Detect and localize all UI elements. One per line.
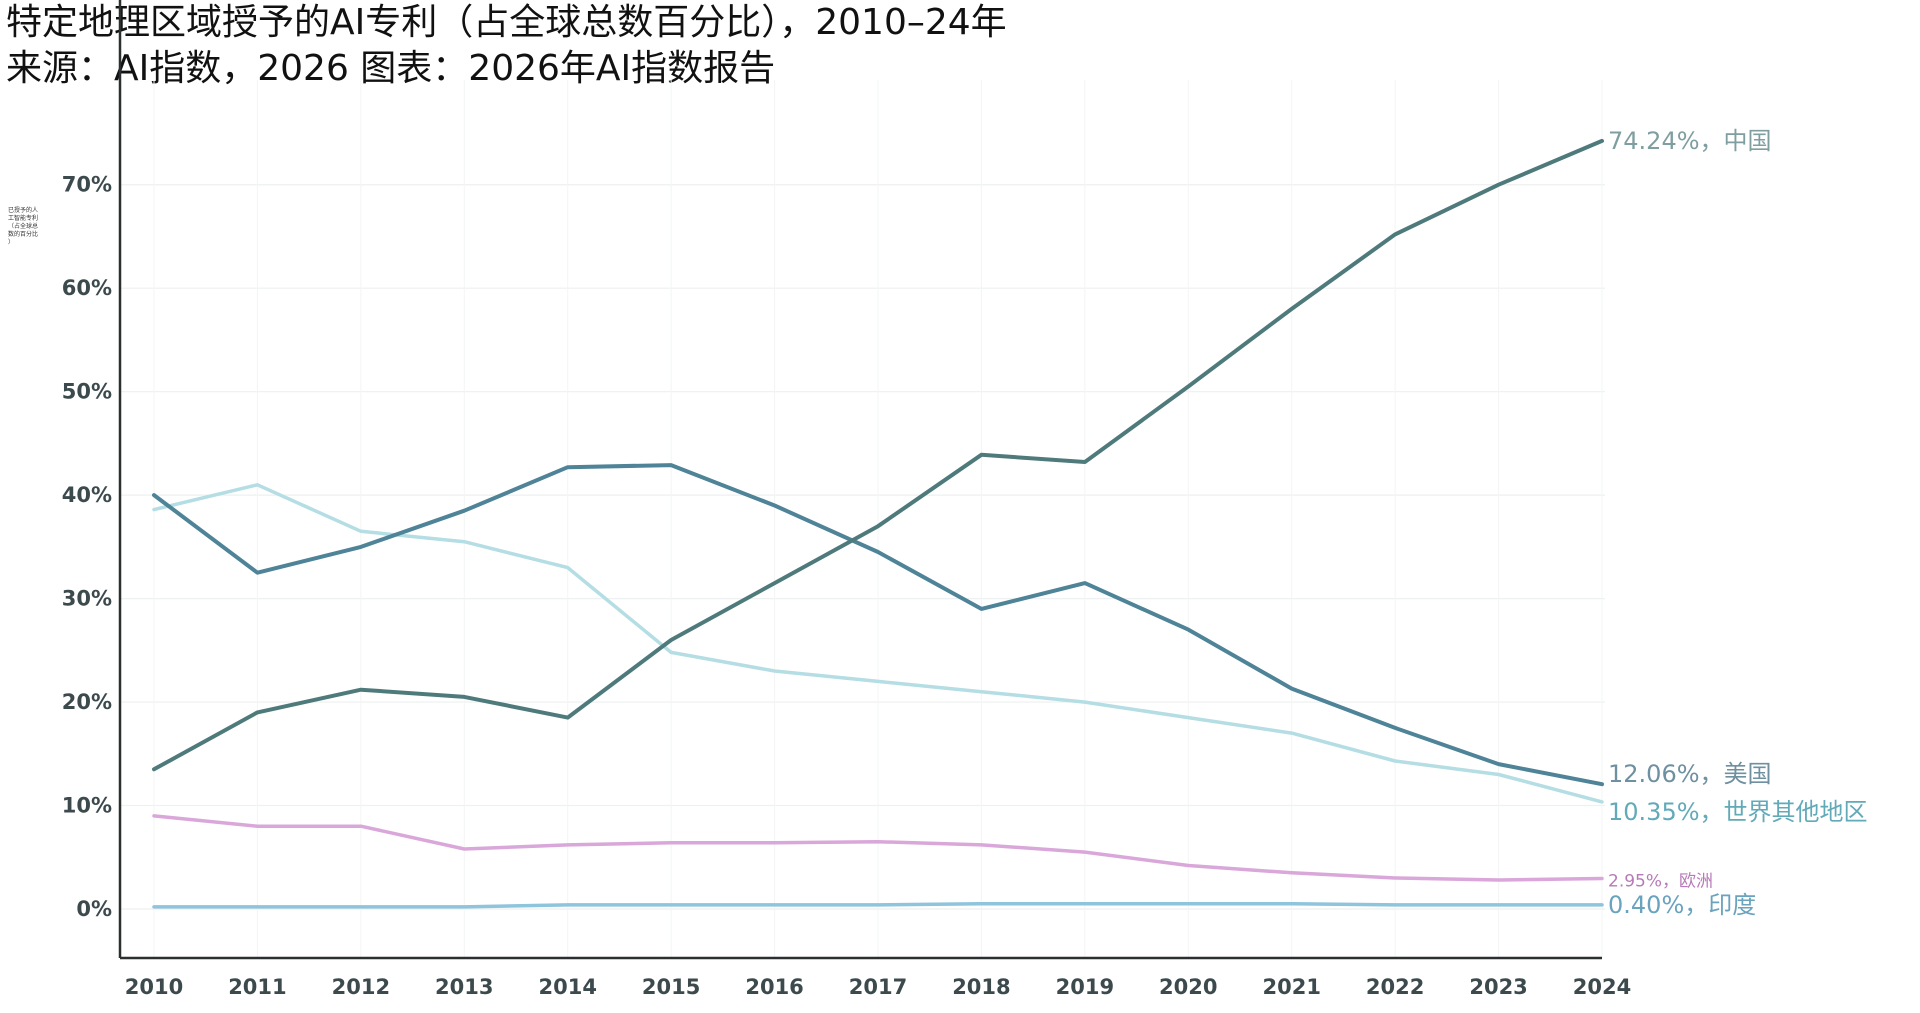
x-tick-labels: 2010 2011 2012 2013 2014 2015 2016 2017 2018 2019… xyxy=(125,975,1631,999)
x-tick-label: 2018 xyxy=(952,975,1010,999)
y-tick-labels: 0% 10% 20% 30% 40% 50% 60% 70% xyxy=(62,173,112,921)
chart-subtitle: 来源：AI指数，2026 图表：2026年AI指数报告 xyxy=(6,48,776,89)
series-line-5 xyxy=(152,902,1604,909)
axes xyxy=(118,0,1602,960)
x-tick-label: 2022 xyxy=(1366,975,1424,999)
series-line-4 xyxy=(152,814,1604,882)
y-tick-label: 10% xyxy=(62,794,112,818)
x-tick-label: 2011 xyxy=(228,975,286,999)
end-label-5: 0.40%，印度 xyxy=(1608,891,1756,919)
gridlines xyxy=(120,80,1605,958)
y-tick-label: 0% xyxy=(76,897,112,921)
x-tick-label: 2019 xyxy=(1056,975,1114,999)
series-end-labels: 74.24%，中国 12.06%，美国 10.35%，世界其他地区 2.95%，欧洲0… xyxy=(1608,127,1868,919)
series-line-2 xyxy=(152,463,1604,787)
y-tick-label: 40% xyxy=(62,483,112,507)
end-label-1: 74.24%，中国 xyxy=(1608,127,1772,155)
x-tick-label: 2015 xyxy=(642,975,700,999)
y-axis-label: 已授予的人工智能专利（占全球总数的百分比） xyxy=(8,206,38,246)
x-tick-label: 2010 xyxy=(125,975,183,999)
x-tick-label: 2012 xyxy=(332,975,390,999)
x-tick-label: 2016 xyxy=(745,975,803,999)
y-axis-title: 已授予的人工智能专利（占全球总数的百分比） xyxy=(8,206,38,246)
y-tick-label: 20% xyxy=(62,690,112,714)
x-tick-label: 2024 xyxy=(1573,975,1631,999)
y-tick-label: 50% xyxy=(62,380,112,404)
y-tick-label: 70% xyxy=(62,173,112,197)
x-tick-label: 2017 xyxy=(849,975,907,999)
end-label-3: 10.35%，世界其他地区 xyxy=(1608,798,1868,826)
x-tick-label: 2021 xyxy=(1262,975,1320,999)
y-tick-label: 60% xyxy=(62,276,112,300)
chart-title: 特定地理区域授予的AI专利（占全球总数百分比），2010–24年 xyxy=(6,2,1007,43)
series-line-1 xyxy=(152,138,1604,772)
x-tick-label: 2020 xyxy=(1159,975,1217,999)
end-label-2: 12.06%，美国 xyxy=(1608,760,1772,788)
end-label-4: 2.95%，欧洲 xyxy=(1608,871,1713,891)
chart-header: 特定地理区域授予的AI专利（占全球总数百分比），2010–24年 来源：AI指数… xyxy=(6,0,1506,92)
x-tick-label: 2023 xyxy=(1469,975,1527,999)
y-tick-label: 30% xyxy=(62,587,112,611)
x-tick-label: 2014 xyxy=(538,975,596,999)
series-lines xyxy=(152,138,1604,909)
x-tick-label: 2013 xyxy=(435,975,493,999)
